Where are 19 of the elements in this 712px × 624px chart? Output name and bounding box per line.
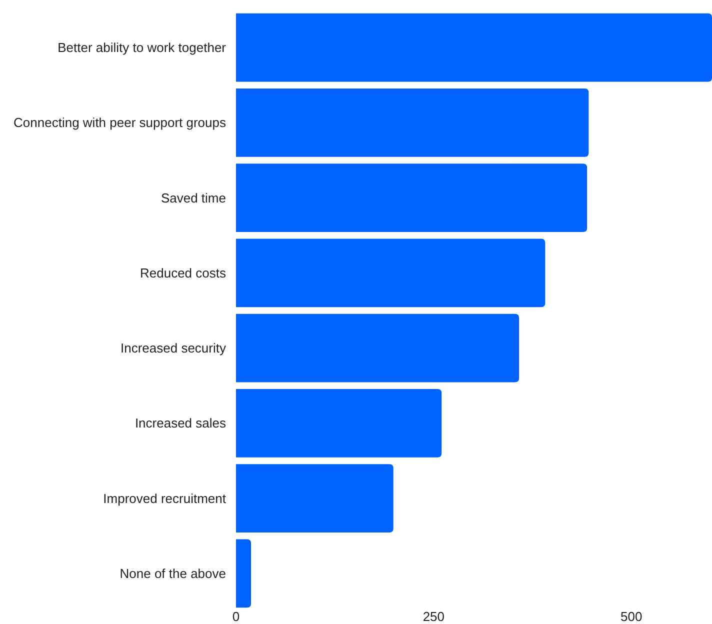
y-tick-label: Better ability to work together — [58, 40, 227, 56]
bar — [236, 539, 252, 608]
bar — [236, 164, 588, 232]
y-tick-label: Connecting with peer support groups — [14, 115, 226, 130]
bar — [236, 13, 712, 82]
x-tick-label: 250 — [422, 609, 445, 624]
bar — [236, 88, 589, 157]
y-tick-label: None of the above — [120, 566, 226, 581]
y-tick-label: Increased sales — [134, 416, 226, 431]
y-tick-label: Increased security — [120, 340, 226, 356]
bar — [236, 389, 442, 458]
y-tick-label: Saved time — [160, 190, 226, 206]
bar — [236, 464, 394, 532]
y-tick-label: Reduced costs — [140, 265, 226, 280]
bar — [236, 314, 520, 382]
x-tick-label: 0 — [232, 609, 240, 624]
bar — [236, 238, 546, 308]
y-tick-label: Improved recruitment — [103, 490, 226, 506]
x-tick-label: 500 — [620, 609, 642, 624]
